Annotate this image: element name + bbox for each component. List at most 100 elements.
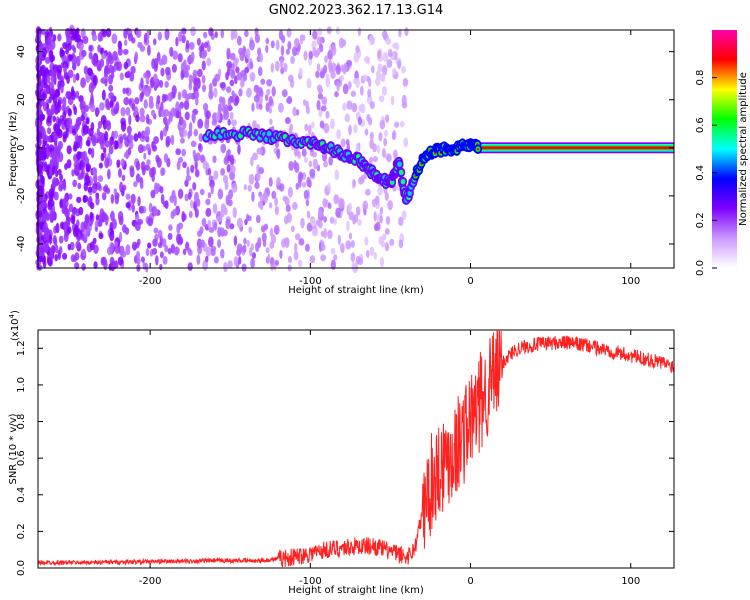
spectrogram-speckle [331, 62, 337, 73]
spectrogram-speckle [63, 232, 69, 243]
spectrogram-speckle [276, 149, 280, 158]
spectrogram-speckle [392, 129, 397, 140]
spectrogram-speckle [82, 248, 86, 257]
spectrogram-speckle [192, 69, 198, 79]
spectrogram-speckle [127, 33, 134, 42]
spectrogram-speckle [120, 106, 126, 117]
spectrogram-speckle [156, 94, 161, 105]
spectrogram-speckle [258, 166, 265, 175]
spectrogram-speckle [157, 229, 163, 239]
spectrogram-speckle [123, 97, 130, 106]
spectrogram-speckle [82, 124, 89, 135]
spectrogram-speckle [120, 121, 127, 132]
spectrogram-speckle [119, 72, 124, 81]
spectrogram-speckle [91, 33, 98, 42]
spectrogram-speckle [156, 51, 161, 62]
spectrogram-speckle [133, 181, 138, 188]
spectrogram-speckle [181, 210, 186, 220]
spectrogram-speckle [397, 60, 402, 70]
spectrogram-ridge-band [478, 146, 674, 150]
spectrogram-speckle [112, 50, 118, 61]
spectrogram-speckle [127, 147, 132, 156]
spectrogram-speckle [323, 216, 327, 223]
spectrogram-speckle [298, 238, 305, 246]
spectrogram-speckle [188, 121, 193, 133]
spectrogram-speckle [125, 106, 131, 116]
spectrogram-speckle [143, 152, 147, 160]
spectrogram-speckle [192, 200, 197, 210]
spectrogram-speckle [210, 184, 214, 195]
spectrogram-speckle [87, 147, 92, 155]
spectrogram-speckle [227, 97, 232, 107]
spectrogram-speckle [286, 48, 290, 55]
spectrogram-speckle [364, 236, 369, 246]
spectrogram-speckle [260, 78, 266, 85]
spectrogram-speckle [188, 210, 193, 219]
spectrogram-y-tick-label: 0 [16, 145, 27, 151]
spectrogram-speckle [251, 102, 255, 112]
spectrogram-speckle [175, 148, 182, 156]
spectrogram-speckle [213, 221, 218, 231]
spectrogram-speckle [267, 253, 271, 264]
spectrogram-speckle [195, 95, 199, 106]
spectrogram-speckle [164, 80, 169, 88]
spectrogram-y-tick-label: -20 [16, 188, 27, 204]
spectrogram-speckle [160, 193, 165, 205]
spectrogram-speckle [205, 207, 212, 217]
spectrogram-speckle [100, 115, 107, 126]
spectrogram-speckle [48, 96, 52, 104]
snr-panel: -200 -100 0 100 0.0 0.2 0.4 0.6 0.8 1.0 1.2 Heigh… [8, 310, 675, 596]
spectrogram-speckle [67, 108, 72, 117]
spectrogram-speckle [204, 119, 210, 130]
spectrogram-speckle [162, 256, 168, 265]
spectrogram-speckle [189, 41, 195, 50]
spectrogram-ridge-core [407, 190, 413, 196]
spectrogram-speckle [38, 76, 42, 87]
spectrogram-speckle [368, 117, 373, 126]
spectrogram-speckle [80, 166, 85, 177]
spectrogram-speckle [279, 58, 284, 69]
spectrogram-speckle [192, 181, 197, 191]
spectrogram-speckle [268, 95, 273, 106]
spectrogram-speckle [181, 89, 188, 99]
spectrogram-speckle [75, 55, 81, 67]
snr-y-multiplier-exponent: 4 [8, 313, 16, 318]
spectrogram-speckle [305, 100, 309, 110]
spectrogram-speckle [71, 215, 76, 224]
spectrogram-speckle [243, 237, 247, 245]
spectrogram-speckle [335, 64, 341, 75]
spectrogram-speckle [104, 157, 110, 169]
spectrogram-speckle [345, 240, 352, 250]
spectrogram-speckle [281, 89, 288, 98]
spectrogram-speckle [362, 74, 368, 82]
spectrogram-speckle [101, 256, 107, 266]
spectrogram-speckle [59, 49, 66, 57]
spectrogram-speckle [386, 153, 392, 163]
spectrogram-speckle [243, 183, 247, 191]
spectrogram-speckle [129, 166, 135, 178]
spectrogram-speckle [187, 130, 191, 140]
spectrogram-speckle [62, 96, 67, 108]
spectrogram-speckle [390, 95, 395, 106]
spectrogram-speckle [207, 219, 212, 229]
spectrogram-speckle [59, 173, 64, 181]
spectrogram-speckle [255, 214, 261, 224]
spectrogram-speckle [281, 35, 286, 44]
spectrogram-speckle [257, 66, 263, 77]
spectrogram-speckle [273, 224, 280, 235]
spectrogram-speckle [303, 189, 309, 200]
spectrogram-speckle [175, 247, 180, 255]
spectrogram-speckle [107, 168, 111, 180]
spectrogram-speckle [208, 27, 214, 37]
spectrogram-speckle [275, 259, 280, 266]
spectrogram-speckle [211, 119, 218, 126]
spectrogram-speckle [139, 114, 146, 123]
spectrogram-speckle [303, 50, 308, 61]
spectrogram-speckle [46, 127, 52, 135]
spectrogram-speckle [229, 154, 235, 166]
spectrogram-speckle [106, 246, 112, 256]
spectrogram-speckle [72, 128, 76, 136]
spectrogram-speckle [183, 100, 190, 110]
spectrogram-speckle [363, 56, 370, 63]
spectrogram-speckle [134, 97, 140, 105]
